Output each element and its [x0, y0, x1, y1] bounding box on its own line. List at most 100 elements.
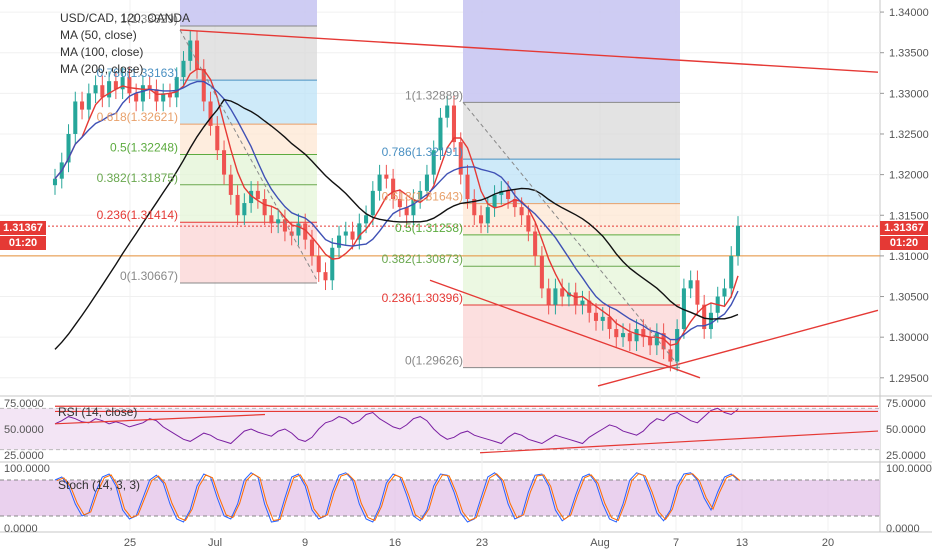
candle-body [282, 219, 287, 232]
fib-zone [180, 222, 317, 283]
time-axis[interactable]: 25 Jul 9 16 23 Aug 7 13 20 [124, 537, 834, 549]
candle-body [330, 247, 335, 281]
candle-body [607, 316, 612, 330]
candle-body [154, 89, 159, 102]
candle-body [316, 255, 321, 273]
candle-body [93, 85, 98, 94]
fib-zone [463, 102, 680, 160]
ma200-line [54, 98, 739, 350]
time-tick-label: 23 [476, 537, 488, 549]
candle-body [560, 288, 565, 297]
candle-body [120, 77, 125, 90]
resistance-trendline [179, 29, 879, 73]
candle-body [634, 329, 639, 342]
candle-body [391, 178, 396, 199]
candle-body [654, 333, 659, 346]
candle-body [249, 190, 254, 204]
candle-body [526, 215, 531, 232]
candle-body [66, 133, 71, 163]
candle-body [73, 101, 78, 134]
time-tick-label: 7 [673, 537, 679, 549]
main-price-pane[interactable] [0, 0, 880, 396]
candle-body [580, 300, 585, 305]
fib-diagonal [462, 101, 681, 368]
price-axis[interactable]: 1.34000 1.33500 1.33000 1.32500 1.32000 1.315… [880, 7, 929, 385]
time-tick-label: 25 [124, 537, 136, 549]
candle-body [424, 174, 429, 191]
price-tick-label: 1.30500 [889, 292, 929, 304]
current-price-tag: 1.31367 [880, 221, 928, 235]
rsi-tick-label: 25.0000 [886, 450, 926, 462]
trendlines [179, 29, 879, 387]
ma200-label[interactable]: MA (200, close) [60, 62, 144, 76]
rsi-legend[interactable]: RSI (14, close) [58, 405, 138, 419]
candle-body [533, 231, 538, 256]
candle-body [688, 280, 693, 289]
candle-body [485, 207, 490, 224]
candle-body [127, 77, 132, 94]
ma50-line [54, 68, 739, 347]
candle-body [194, 40, 200, 69]
candle-body [735, 225, 741, 256]
time-tick-label: 16 [389, 537, 401, 549]
candle-body [309, 239, 314, 256]
candle-body [100, 85, 105, 98]
ma100-label[interactable]: MA (100, close) [60, 45, 144, 59]
price-tick-label: 1.31500 [889, 210, 929, 222]
stoch-tick-label: 0.0000 [886, 523, 920, 535]
fib-label: 1(1.33829) [120, 12, 178, 26]
candle-body [147, 85, 152, 90]
candle-body [546, 288, 551, 305]
ma50-label[interactable]: MA (50, close) [60, 28, 137, 42]
candle-body [269, 215, 274, 224]
candle-body [276, 219, 281, 224]
candle-body [222, 150, 227, 175]
candle-body [573, 292, 578, 305]
price-tick-label: 1.30000 [889, 332, 929, 344]
stoch-legend[interactable]: Stoch (14, 3, 3) [58, 478, 141, 492]
candle-body [201, 68, 206, 102]
candle-body [404, 207, 409, 216]
fibonacci-labels: 1(1.33829) 0.786(1.33163) 0.618(1.32621) 0.… [97, 12, 463, 368]
fib-zone [180, 154, 317, 185]
price-tick-label: 1.33500 [889, 48, 929, 60]
time-tick-label: Jul [208, 537, 222, 549]
stochastic-pane[interactable]: 100.0000 100.0000 0.0000 0.0000 [0, 463, 932, 535]
fib-label: 0.382(1.31875) [97, 171, 178, 185]
candle-body [479, 215, 484, 224]
moving-average-lines [54, 68, 739, 350]
candle-body [167, 93, 172, 98]
candle-body [722, 288, 727, 297]
candle-body [80, 101, 85, 110]
price-tick-label: 1.32000 [889, 170, 929, 182]
candle-body [708, 312, 713, 330]
current-price-tag-left: 1.31367 [0, 221, 46, 235]
candle-body [296, 223, 301, 236]
candle-body [215, 125, 220, 151]
rsi-tick-label-left: 75.0000 [4, 398, 44, 410]
candle-body [384, 174, 389, 179]
fib-label: 0.618(1.32621) [97, 110, 178, 124]
candle-body [506, 190, 511, 199]
candle-body [397, 199, 402, 208]
support-trendline [597, 309, 879, 387]
candle-body [370, 190, 375, 216]
rsi-tick-label: 75.0000 [886, 398, 926, 410]
candle-body [174, 77, 179, 98]
candle-body [465, 174, 470, 199]
symbol-label[interactable]: USD/CAD, 120, OANDA [60, 11, 191, 25]
rsi-tick-label-left: 25.0000 [4, 450, 44, 462]
rsi-pane[interactable]: 75.0000 75.0000 50.0000 50.0000 25.0000 25.00… [0, 398, 926, 462]
chart-legend: USD/CAD, 120, OANDA MA (50, close) MA (1… [60, 10, 190, 78]
rsi-tick-label: 50.0000 [886, 424, 926, 436]
stoch-tick-label-left: 100.0000 [4, 463, 50, 475]
fib-label: 0.236(1.30396) [382, 291, 463, 305]
fib-top-zone [463, 0, 680, 103]
candle-body [512, 199, 517, 208]
candle-body [627, 333, 632, 342]
candle-body [431, 150, 436, 175]
candle-body [323, 272, 328, 281]
candle-body [242, 203, 247, 216]
candle-body [357, 223, 362, 240]
